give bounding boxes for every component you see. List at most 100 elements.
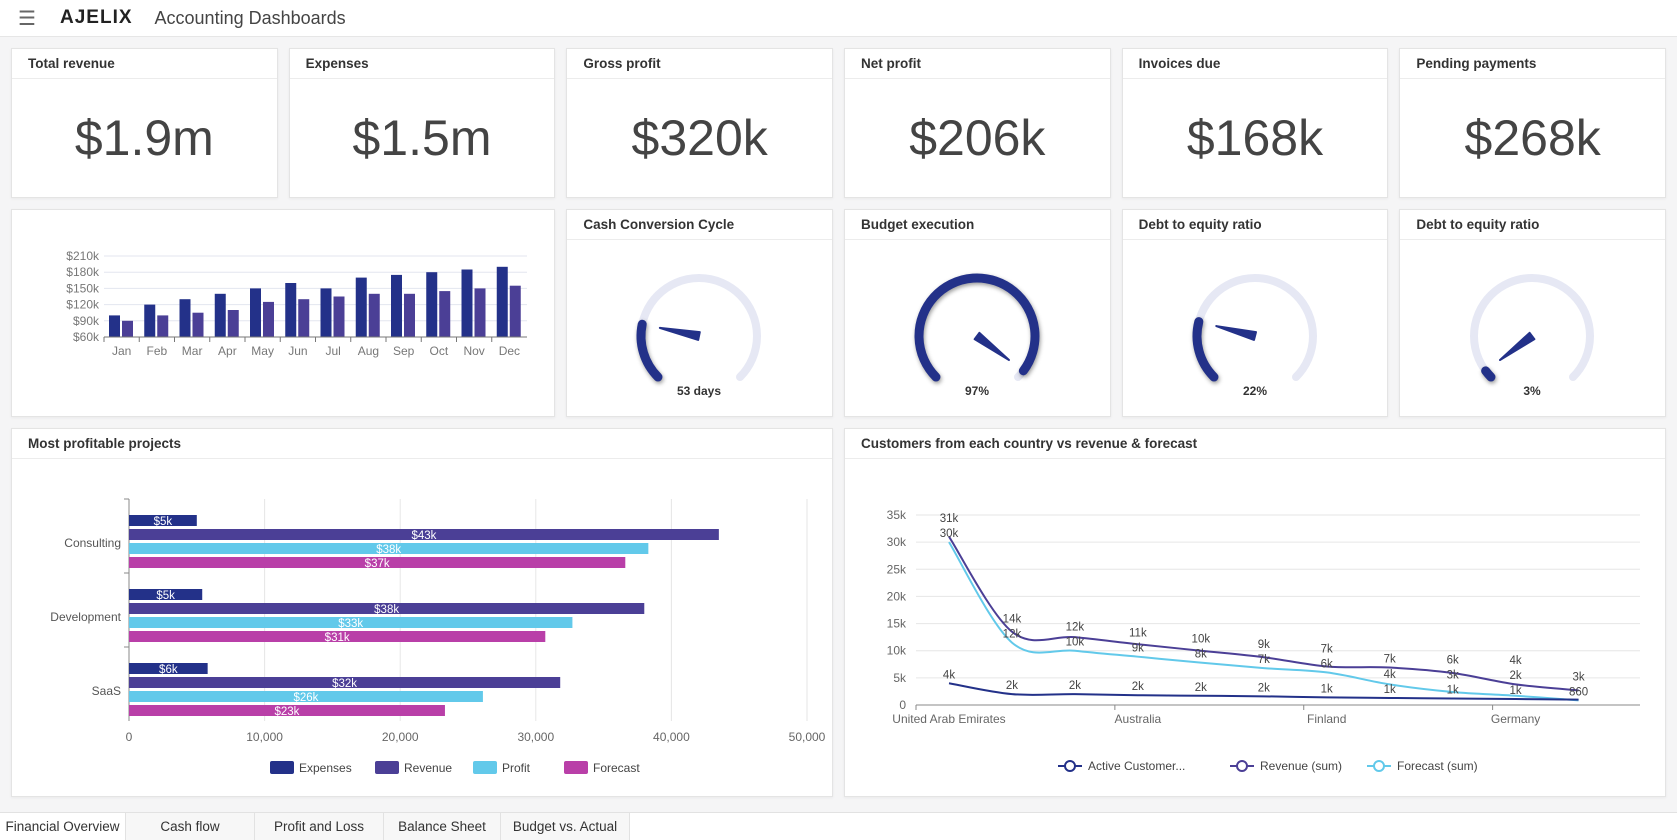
page-title: Accounting Dashboards xyxy=(154,7,346,28)
data-label: 30k xyxy=(940,528,959,540)
x-tick-label: Apr xyxy=(218,344,237,358)
logo[interactable]: AJELIX xyxy=(60,7,133,28)
gauge-track xyxy=(1470,274,1595,382)
data-label: $5k xyxy=(156,590,175,602)
legend-label: Revenue (sum) xyxy=(1260,759,1342,773)
gauge-value: 53 days xyxy=(677,384,721,398)
x-tick-label: Jul xyxy=(325,344,340,358)
card-title: Net profit xyxy=(844,49,1110,79)
data-label: 2k xyxy=(1510,670,1522,682)
country-line-chart: 0 5k 10k 15k 20k 25k 30k 35k United Arab Emirate… xyxy=(887,508,1640,773)
gauge-track xyxy=(637,274,762,382)
y-tick-label: $120k xyxy=(66,298,100,312)
y-tick-label: $90k xyxy=(73,314,100,328)
data-label: 2k xyxy=(1132,681,1144,693)
data-label: 3k xyxy=(1572,671,1584,683)
series-line xyxy=(948,682,1579,701)
kpi-value: $1.5m xyxy=(352,110,492,166)
x-tick-label: Sep xyxy=(393,344,415,358)
gauge-cash-conversion: 53 days xyxy=(636,274,762,398)
gauge-fill xyxy=(636,319,663,382)
legend-label: Forecast xyxy=(593,761,640,775)
tab-budget-vs-actual[interactable]: Budget vs. Actual xyxy=(501,813,630,840)
x-tick-label: United Arab Emirates xyxy=(892,712,1005,726)
y-tick-label: 35k xyxy=(887,508,907,522)
gauge-budget-execution: 97% xyxy=(914,273,1040,398)
data-label: $26k xyxy=(293,692,318,704)
bar xyxy=(391,274,402,337)
data-label: $32k xyxy=(332,678,357,690)
series-line xyxy=(948,536,1579,692)
bar xyxy=(179,299,191,337)
gauge-debt-equity: 22% xyxy=(1192,274,1317,398)
data-label: $38k xyxy=(376,544,401,556)
bar xyxy=(129,677,561,688)
dashboard-grid: Total revenue $1.9m Expenses $1.5m Gross p… xyxy=(0,37,1677,812)
gauge-fill xyxy=(914,273,1040,382)
sheet-tabs: Financial Overview Cash flow Profit and … xyxy=(0,812,1677,840)
bar xyxy=(320,288,332,337)
bar xyxy=(122,320,133,337)
monthly-bar-chart: $60k $90k $120k $150k $180k $210k Jan Feb Mar Apr… xyxy=(66,249,527,358)
x-tick-label: Aug xyxy=(358,344,379,358)
gauge-fill xyxy=(1481,366,1496,382)
x-tick-label: Jan xyxy=(112,344,131,358)
card-title: Total revenue xyxy=(12,49,277,79)
bar xyxy=(509,285,521,337)
bar xyxy=(333,296,345,337)
gauge-value: 22% xyxy=(1243,384,1267,398)
gauge-needle xyxy=(1499,331,1536,362)
tab-cash-flow[interactable]: Cash flow xyxy=(126,813,255,840)
y-tick-label: 25k xyxy=(887,562,907,576)
gauge-needle xyxy=(659,326,702,341)
x-tick-label: Finland xyxy=(1307,712,1346,726)
kpi-card-expenses: Expenses $1.5m xyxy=(288,48,556,198)
hamburger-icon[interactable]: ☰ xyxy=(18,7,36,30)
data-label: 2k xyxy=(1006,680,1018,692)
card-title: Cash Conversion Cycle xyxy=(567,210,832,240)
gauge-debt-equity-2: 3% xyxy=(1470,274,1595,398)
data-label: 3k xyxy=(1447,669,1459,681)
top-bar: ☰ AJELIX Accounting Dashboards xyxy=(0,0,1677,37)
gauge-needle xyxy=(973,331,1010,362)
data-label: 7k xyxy=(1258,654,1270,666)
data-label: 6k xyxy=(1321,658,1333,670)
bar xyxy=(129,515,197,526)
y-tick-label: 0 xyxy=(899,698,906,712)
x-tick-label: May xyxy=(251,344,274,358)
legend-swatch xyxy=(473,761,497,774)
bar xyxy=(227,310,239,337)
data-label: 4k xyxy=(943,669,955,681)
data-label: 9k xyxy=(1132,643,1144,655)
y-tick-label: Consulting xyxy=(64,536,121,550)
bar xyxy=(496,266,508,337)
legend-label: Forecast (sum) xyxy=(1397,759,1478,773)
legend-swatch xyxy=(270,761,294,774)
card-title: Budget execution xyxy=(844,210,1110,240)
card-title: Most profitable projects xyxy=(12,429,832,459)
y-tick-label: $180k xyxy=(66,265,100,279)
tab-balance-sheet[interactable]: Balance Sheet xyxy=(384,813,501,840)
data-label: 10k xyxy=(1066,637,1085,649)
x-tick-label: Jun xyxy=(288,344,307,358)
bar xyxy=(426,272,438,337)
card-title: Invoices due xyxy=(1122,49,1388,79)
data-label: 11k xyxy=(1129,628,1147,640)
data-label: 1k xyxy=(1384,684,1396,696)
bar xyxy=(368,293,380,337)
tab-profit-and-loss[interactable]: Profit and Loss xyxy=(255,813,384,840)
legend-marker xyxy=(1235,760,1248,772)
data-label: 14k xyxy=(1003,614,1022,626)
bar xyxy=(192,312,204,337)
legend-marker xyxy=(1372,760,1385,772)
y-tick-label: 10k xyxy=(887,644,907,658)
bar xyxy=(285,283,297,337)
x-tick-label: 40,000 xyxy=(653,730,690,744)
kpi-card-gross-profit: Gross profit $320k xyxy=(566,48,833,198)
card-title: Customers from each country vs revenue &… xyxy=(844,429,1665,459)
data-label: $31k xyxy=(325,632,350,644)
bar xyxy=(439,291,451,337)
y-tick-label: Development xyxy=(50,610,121,624)
legend-label: Expenses xyxy=(299,761,352,775)
tab-financial-overview[interactable]: Financial Overview xyxy=(0,813,126,840)
